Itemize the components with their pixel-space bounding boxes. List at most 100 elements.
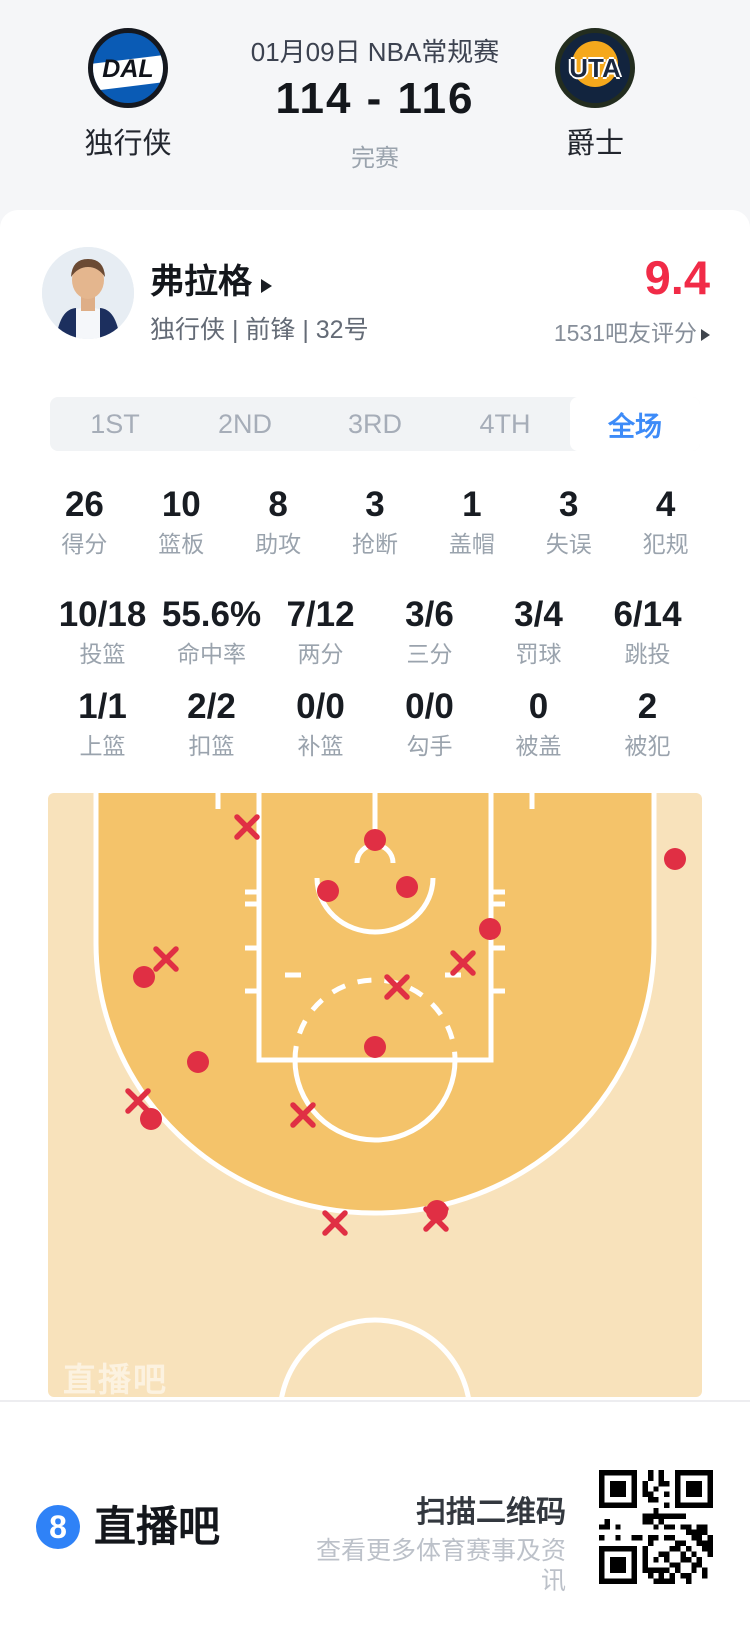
- stat-label: 跳投: [624, 641, 671, 667]
- stat-value: 1/1: [78, 687, 127, 726]
- stat-三分: 3/6 三分: [375, 591, 484, 669]
- stat-label: 抢断: [352, 531, 398, 557]
- stat-被盖: 0 被盖: [484, 683, 593, 761]
- stat-row-shooting: 10/18 投篮 55.6% 命中率 7/12 两分 3/6 三分 3/4 罚球 6/14 跳投: [0, 591, 750, 669]
- arrow-right-icon: [701, 329, 710, 341]
- tab-full-game[interactable]: 全场: [570, 397, 700, 451]
- stat-跳投: 6/14 跳投: [593, 591, 702, 669]
- logo-ball: [572, 41, 618, 87]
- stat-label: 命中率: [177, 641, 246, 667]
- stat-label: 助攻: [255, 531, 302, 557]
- player-rating: 9.4: [644, 251, 710, 304]
- made-shot-dot: [396, 876, 418, 898]
- stat-label: 失误: [545, 531, 592, 557]
- half-court-diagram: [48, 793, 702, 1397]
- stat-上篮: 1/1 上篮: [48, 683, 157, 761]
- match-header: 01月09日 NBA常规赛 114 - 116 完赛 DAL 独行侠 UTA 爵…: [0, 0, 750, 210]
- stat-value: 2: [637, 687, 658, 726]
- stat-value: 6/14: [613, 595, 682, 634]
- stat-label: 罚球: [515, 641, 562, 667]
- tab-2nd[interactable]: 2ND: [217, 408, 272, 439]
- match-status: 完赛: [351, 145, 399, 172]
- court-watermark: 直播吧: [63, 1361, 168, 1397]
- made-shot-dot: [140, 1108, 162, 1130]
- tab-4th[interactable]: 4TH: [479, 408, 531, 439]
- stat-value: 3: [558, 485, 579, 524]
- scan-qr-title: 扫描二维码: [416, 1496, 566, 1529]
- stat-value: 3/6: [405, 595, 454, 634]
- player-info: 独行侠 | 前锋 | 32号: [150, 316, 369, 344]
- stat-label: 投篮: [79, 641, 126, 667]
- stat-label: 得分: [61, 531, 108, 557]
- made-shot-dot: [133, 966, 155, 988]
- team-home[interactable]: DAL 独行侠: [48, 28, 208, 162]
- made-shot-dot: [317, 880, 339, 902]
- player-name-row[interactable]: 弗拉格: [150, 262, 272, 302]
- stat-label: 三分: [406, 641, 453, 667]
- stat-label: 篮板: [158, 531, 205, 557]
- chevron-right-icon: [261, 279, 272, 293]
- rating-votes-link[interactable]: 1531吧友评分: [554, 318, 710, 348]
- stat-value: 10/18: [58, 595, 147, 634]
- missed-shot-x: [125, 1088, 151, 1114]
- made-shot-dot: [664, 848, 686, 870]
- avatar-illustration: [42, 247, 134, 339]
- stat-被犯: 2 被犯: [593, 683, 702, 761]
- team-abbr: UTA: [569, 53, 621, 83]
- player-name: 弗拉格: [150, 263, 252, 301]
- shot-chart: 直播吧: [48, 793, 702, 1397]
- team-name: 独行侠: [84, 128, 172, 160]
- footer-divider: [0, 1400, 750, 1402]
- stat-命中率: 55.6% 命中率: [157, 591, 266, 669]
- made-shot-dot: [479, 918, 501, 940]
- rating-votes-label: 1531吧友评分: [553, 320, 697, 346]
- stat-value: 3: [365, 485, 385, 524]
- stat-label: 勾手: [406, 733, 453, 759]
- tab-3rd[interactable]: 3RD: [347, 408, 402, 439]
- shot-marks: [125, 814, 686, 1236]
- tab-1st[interactable]: 1ST: [90, 408, 140, 439]
- missed-shot-x: [450, 950, 476, 976]
- stat-value: 0/0: [296, 687, 345, 726]
- stat-label: 上篮: [79, 733, 126, 759]
- stat-label: 扣篮: [188, 733, 235, 759]
- stat-label: 两分: [297, 641, 344, 667]
- stat-犯规: 4 犯规: [617, 481, 714, 559]
- stat-value: 1: [462, 485, 482, 524]
- stat-篮板: 10 篮板: [133, 481, 230, 559]
- qr-code-icon: [599, 1470, 713, 1584]
- stat-投篮: 10/18 投篮: [48, 591, 157, 669]
- stat-补篮: 0/0 补篮: [266, 683, 375, 761]
- ft-circle-solid: [292, 1059, 458, 1143]
- stat-罚球: 3/4 罚球: [484, 591, 593, 669]
- restricted-arc: [314, 877, 436, 935]
- stat-失误: 3 失误: [520, 481, 617, 559]
- zhibo8-logo-icon: 8: [36, 1505, 80, 1549]
- made-shot-dot: [364, 829, 386, 851]
- stat-value: 0/0: [405, 687, 454, 726]
- stat-label: 犯规: [642, 531, 689, 557]
- made-shot-dot: [187, 1051, 209, 1073]
- stat-row-main: 26 得分 10 篮板 8 助攻 3 抢断 1 盖帽 3 失误 4 犯规: [0, 481, 750, 559]
- stat-盖帽: 1 盖帽: [423, 481, 520, 559]
- scan-qr-subtitle: 查看更多体育赛事及资讯: [316, 1537, 567, 1595]
- stat-value: 8: [268, 485, 288, 524]
- stat-value: 2/2: [187, 687, 236, 726]
- team-abbr: DAL: [102, 55, 154, 83]
- center-circle: [279, 1317, 471, 1397]
- stat-两分: 7/12 两分: [266, 591, 375, 669]
- match-score: 114 - 116: [275, 74, 475, 123]
- match-title: 01月09日 NBA常规赛: [250, 37, 500, 67]
- stat-row-shot-types: 1/1 上篮 2/2 扣篮 0/0 补篮 0/0 勾手 0 被盖 2 被犯: [0, 683, 750, 761]
- team-away[interactable]: UTA 爵士: [515, 28, 675, 162]
- stat-label: 补篮: [297, 733, 344, 759]
- missed-shot-x: [423, 1206, 449, 1232]
- missed-shot-x: [234, 814, 260, 840]
- ft-circle-dashed: [292, 977, 458, 1061]
- missed-shot-x: [384, 974, 410, 1000]
- stat-value: 4: [655, 485, 676, 524]
- mavericks-logo-icon: DAL: [88, 28, 168, 108]
- three-point-line: [93, 793, 657, 1216]
- stat-label: 被犯: [624, 733, 671, 759]
